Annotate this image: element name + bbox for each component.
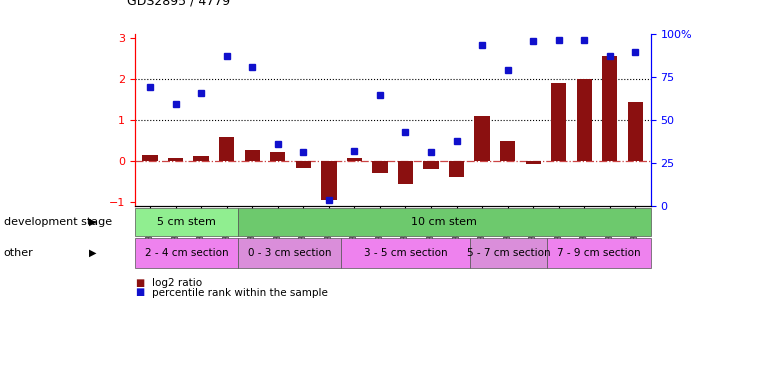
Text: development stage: development stage [4, 217, 112, 227]
Text: 0 - 3 cm section: 0 - 3 cm section [248, 248, 331, 258]
Text: ■: ■ [135, 278, 144, 288]
Bar [525, 161, 541, 164]
Bar [296, 161, 311, 168]
Bar [424, 161, 439, 169]
Text: GDS2895 / 4779: GDS2895 / 4779 [127, 0, 230, 8]
Bar [577, 79, 592, 161]
Bar [449, 161, 464, 177]
Bar [602, 56, 618, 161]
Bar [168, 158, 183, 161]
Bar [551, 83, 567, 161]
Text: 5 - 7 cm section: 5 - 7 cm section [467, 248, 551, 258]
Bar [628, 102, 643, 161]
Text: ■: ■ [135, 288, 144, 297]
Text: 5 cm stem: 5 cm stem [157, 217, 216, 227]
Bar [193, 156, 209, 161]
Text: other: other [4, 248, 34, 258]
Text: ▶: ▶ [89, 217, 96, 227]
Bar [270, 152, 286, 161]
Bar [372, 161, 387, 172]
Bar [321, 161, 336, 200]
Text: 2 - 4 cm section: 2 - 4 cm section [145, 248, 228, 258]
Text: 7 - 9 cm section: 7 - 9 cm section [557, 248, 641, 258]
Bar [398, 161, 413, 184]
Text: percentile rank within the sample: percentile rank within the sample [152, 288, 327, 297]
Bar [500, 141, 515, 161]
Bar [142, 155, 158, 161]
Bar [245, 150, 260, 161]
Text: log2 ratio: log2 ratio [152, 278, 202, 288]
Bar [474, 116, 490, 161]
Bar [219, 137, 234, 161]
Text: ▶: ▶ [89, 248, 96, 258]
Text: 3 - 5 cm section: 3 - 5 cm section [363, 248, 447, 258]
Text: 10 cm stem: 10 cm stem [411, 217, 477, 227]
Bar [346, 158, 362, 161]
